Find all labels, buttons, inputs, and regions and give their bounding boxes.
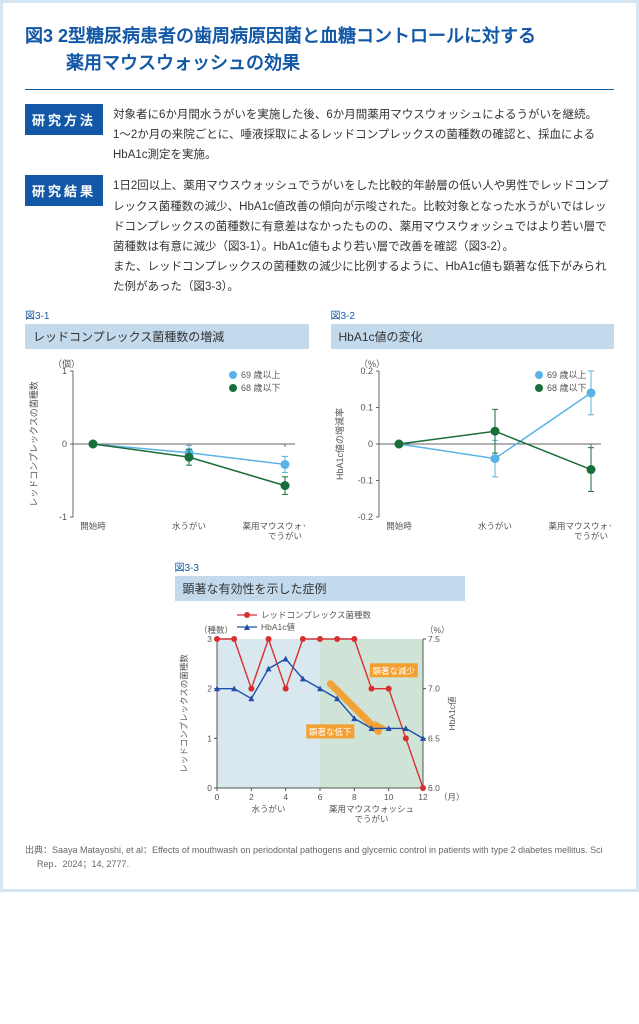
chart-3-1-fignum: 図3-1 (25, 307, 309, 322)
svg-text:顕著な低下: 顕著な低下 (309, 727, 352, 737)
svg-text:HbA1c値: HbA1c値 (261, 622, 296, 632)
svg-text:4: 4 (283, 792, 288, 802)
title-line2: 薬用マウスウォッシュの効果 (25, 53, 300, 73)
svg-text:HbA1c値の増減率: HbA1c値の増減率 (334, 408, 345, 480)
svg-text:8: 8 (351, 792, 356, 802)
chart-3-1-svg: （個）レッドコンプレックスの菌種数-101開始時水うがい薬用マウスウォッシュでう… (25, 353, 305, 553)
svg-text:開始時: 開始時 (80, 521, 106, 531)
svg-text:水うがい: 水うがい (251, 804, 285, 814)
svg-text:69 歳以上: 69 歳以上 (241, 369, 281, 380)
svg-text:0: 0 (367, 439, 372, 449)
chart-3-3-wrap: 図3-3 顕著な有効性を示した症例 01236.06.57.07.5024681… (25, 559, 614, 830)
svg-text:6: 6 (317, 792, 322, 802)
svg-text:薬用マウスウォッシュ: 薬用マウスウォッシュ (242, 521, 305, 531)
chart-3-2-svg: （%）HbA1c値の増減率-0.2-0.100.10.2開始時水うがい薬用マウス… (331, 353, 611, 553)
svg-text:1: 1 (207, 733, 212, 743)
svg-text:-0.1: -0.1 (357, 476, 373, 486)
svg-text:0: 0 (207, 783, 212, 793)
svg-text:2: 2 (207, 684, 212, 694)
svg-text:12: 12 (418, 792, 428, 802)
title-line1: 図3 2型糖尿病患者の歯周病原因菌と血糖コントロールに対する (25, 26, 536, 46)
chart-3-3-fignum: 図3-3 (175, 559, 465, 574)
chart-3-1-title: レッドコンプレックス菌種数の増減 (25, 324, 309, 349)
svg-text:（%）: （%） (425, 625, 450, 635)
result-badge: 研究結果 (25, 175, 103, 206)
charts-row-top: 図3-1 レッドコンプレックス菌種数の増減 （個）レッドコンプレックスの菌種数-… (25, 307, 614, 553)
chart-3-3-block: 図3-3 顕著な有効性を示した症例 01236.06.57.07.5024681… (175, 559, 465, 830)
svg-text:10: 10 (383, 792, 393, 802)
svg-text:水うがい: 水うがい (172, 521, 206, 531)
chart-3-1-block: 図3-1 レッドコンプレックス菌種数の増減 （個）レッドコンプレックスの菌種数-… (25, 307, 309, 553)
chart-3-3-title: 顕著な有効性を示した症例 (175, 576, 465, 601)
svg-text:68 歳以下: 68 歳以下 (241, 382, 281, 393)
svg-text:0: 0 (62, 439, 67, 449)
svg-text:68 歳以下: 68 歳以下 (547, 382, 587, 393)
figure-main-title: 図3 2型糖尿病患者の歯周病原因菌と血糖コントロールに対する 薬用マウスウォッシ… (25, 23, 614, 77)
svg-text:でうがい: でうがい (354, 814, 388, 824)
section-result: 研究結果 1日2回以上、薬用マウスウォッシュでうがいをした比較的年齢層の低い人や… (25, 175, 614, 297)
svg-text:2: 2 (248, 792, 253, 802)
svg-text:6.5: 6.5 (428, 733, 440, 743)
svg-text:-1: -1 (59, 512, 67, 522)
chart-3-2-fignum: 図3-2 (331, 307, 615, 322)
svg-text:開始時: 開始時 (386, 521, 412, 531)
svg-text:-0.2: -0.2 (357, 512, 373, 522)
svg-text:HbA1c値: HbA1c値 (447, 696, 457, 731)
svg-text:薬用マウスウォッシュ: 薬用マウスウォッシュ (328, 804, 413, 814)
svg-text:レッドコンプレックスの菌種数: レッドコンプレックスの菌種数 (179, 654, 189, 773)
svg-text:レッドコンプレックス菌種数: レッドコンプレックス菌種数 (261, 610, 371, 620)
svg-text:0.1: 0.1 (360, 403, 373, 413)
svg-text:顕著な減少: 顕著な減少 (372, 666, 415, 676)
title-divider (25, 89, 614, 90)
svg-text:水うがい: 水うがい (477, 521, 511, 531)
result-text: 1日2回以上、薬用マウスウォッシュでうがいをした比較的年齢層の低い人や男性でレッ… (113, 175, 614, 297)
method-badge: 研究方法 (25, 104, 103, 135)
chart-3-2-block: 図3-2 HbA1c値の変化 （%）HbA1c値の増減率-0.2-0.100.1… (331, 307, 615, 553)
svg-text:（種数）: （種数） (199, 625, 233, 635)
section-method: 研究方法 対象者に6か月間水うがいを実施した後、6か月間薬用マウスウォッシュによ… (25, 104, 614, 165)
method-text: 対象者に6か月間水うがいを実施した後、6か月間薬用マウスウォッシュによるうがいを… (113, 104, 614, 165)
svg-text:レッドコンプレックスの菌種数: レッドコンプレックスの菌種数 (28, 381, 39, 506)
chart-3-2-title: HbA1c値の変化 (331, 324, 615, 349)
svg-text:7.5: 7.5 (428, 634, 440, 644)
svg-text:（月）: （月） (439, 792, 465, 802)
svg-text:薬用マウスウォッシュ: 薬用マウスウォッシュ (548, 521, 611, 531)
svg-text:0.2: 0.2 (360, 366, 373, 376)
svg-text:69 歳以上: 69 歳以上 (547, 369, 587, 380)
citation: 出典：Saaya Matayoshi, et al：Effects of mou… (25, 844, 614, 871)
svg-text:0: 0 (214, 792, 219, 802)
svg-text:でうがい: でうがい (268, 531, 302, 541)
svg-text:7.0: 7.0 (428, 684, 440, 694)
svg-text:3: 3 (207, 634, 212, 644)
svg-text:でうがい: でうがい (573, 531, 607, 541)
chart-3-3-svg: 01236.06.57.07.5024681012（種数）（%）（月）レッドコン… (175, 605, 465, 830)
svg-text:1: 1 (62, 366, 67, 376)
